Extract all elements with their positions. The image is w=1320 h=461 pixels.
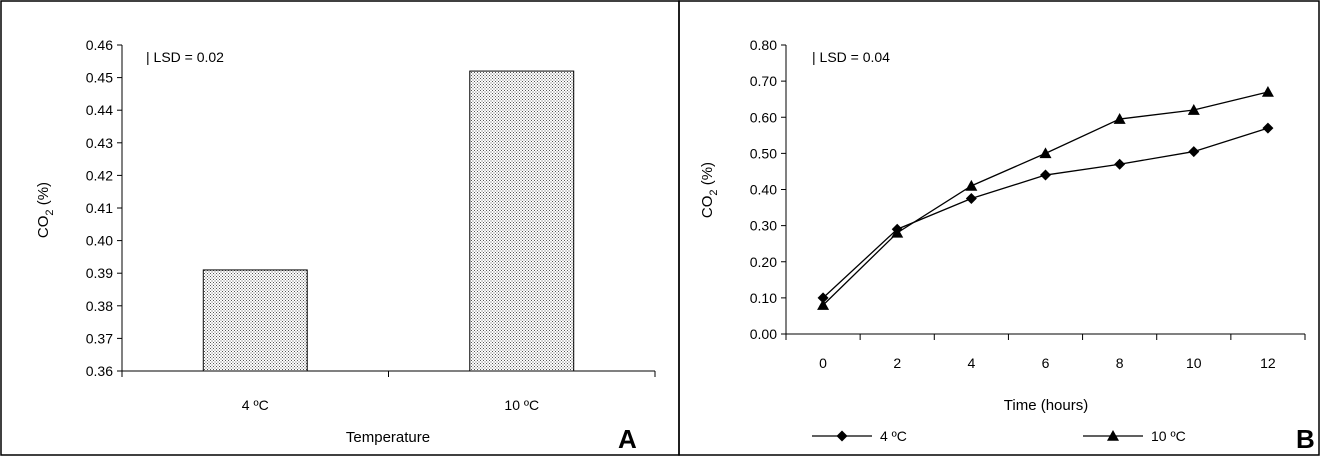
panel-b-data-point (1040, 169, 1051, 181)
panel-b-legend-item: 4 ºC (812, 428, 907, 444)
panel-b-data-point (817, 299, 830, 310)
panel-b-y-label-main: CO (699, 196, 716, 219)
panel-b-x-tick-label: 6 (1042, 355, 1050, 371)
panel-a-y-tick-label: 0.38 (86, 298, 113, 314)
panel-b-legend-label: 4 ºC (880, 428, 907, 444)
panel-a-y-label-main: CO (35, 216, 52, 239)
panel-a-x-tick-label: 10 ºC (504, 397, 539, 413)
panel-b-x-tick-label: 2 (893, 355, 901, 371)
panel-b-y-axis-title: CO2 (%) (699, 162, 720, 218)
panel-b-y-tick-label: 0.10 (750, 290, 777, 306)
panel-a-y-ticks: 0.36 0.37 0.38 0.39 0.40 0.41 0.42 0.43 0.44 0.45… (86, 37, 122, 379)
panel-b-y-tick-label: 0.80 (750, 37, 777, 53)
panel-b: 0.00 0.10 0.20 0.30 0.40 0.50 0.60 0.70 0.80 0 2 4… (699, 37, 1315, 454)
panel-a-y-tick-label: 0.44 (86, 102, 113, 118)
panel-b-data-point (1261, 85, 1274, 97)
panel-a-bar (202, 269, 308, 372)
panel-b-legend-marker (836, 430, 848, 442)
panel-a-y-tick-label: 0.39 (86, 265, 113, 281)
panel-a-x-ticks: 4 ºC 10 ºC (121, 371, 656, 413)
panel-a-bars (202, 70, 575, 372)
panel-b-y-label-sub: 2 (708, 189, 720, 195)
panel-a-bar (469, 70, 575, 372)
panel-b-x-tick-label: 8 (1116, 355, 1124, 371)
panel-a-y-tick-label: 0.45 (86, 70, 113, 86)
panel-b-x-axis-title: Time (hours) (1004, 397, 1088, 414)
panel-b-legend-item: 10 ºC (1083, 428, 1186, 444)
panel-b-data-point (965, 193, 977, 205)
panel-b-y-tick-label: 0.00 (750, 326, 777, 342)
panel-b-data-point (817, 292, 829, 304)
panel-a-y-tick-label: 0.43 (86, 135, 113, 151)
panel-a-y-tick-label: 0.41 (86, 200, 113, 216)
panel-a-x-tick-label: 4 ºC (242, 397, 269, 413)
panel-b-series (817, 85, 1274, 310)
panel-a-y-axis-title: CO2 (%) (35, 182, 56, 238)
panel-b-data-point (1262, 122, 1274, 134)
panel-a-x-axis-title: Temperature (346, 429, 430, 446)
panel-b-y-tick-label: 0.50 (750, 145, 777, 161)
panel-a: 0.36 0.37 0.38 0.39 0.40 0.41 0.42 0.43 0.44 0.45… (35, 37, 656, 454)
panel-b-lsd-annotation: | LSD = 0.04 (812, 49, 890, 65)
panel-b-x-tick-label: 0 (819, 355, 827, 371)
panel-a-y-tick-label: 0.42 (86, 167, 113, 183)
panel-b-legend-marker (1107, 430, 1119, 441)
panel-a-lsd-annotation: | LSD = 0.02 (146, 49, 224, 65)
panel-b-data-point (1188, 146, 1200, 158)
panel-b-data-point (891, 226, 904, 238)
panel-b-letter: B (1296, 424, 1315, 454)
panel-a-y-label-sub: 2 (44, 209, 56, 215)
panel-b-y-tick-label: 0.30 (750, 218, 777, 234)
panel-b-y-label-suffix: (%) (699, 162, 716, 190)
panel-b-y-tick-label: 0.70 (750, 73, 777, 89)
panel-a-y-tick-label: 0.37 (86, 330, 113, 346)
panel-b-legend-label: 10 ºC (1151, 428, 1186, 444)
panel-b-data-point (965, 179, 978, 191)
panel-b-x-ticks: 0 2 4 6 8 10 12 (785, 334, 1306, 371)
panel-b-y-tick-label: 0.20 (750, 254, 777, 270)
panel-b-y-tick-label: 0.60 (750, 109, 777, 125)
panel-a-y-label-suffix: (%) (35, 182, 52, 210)
panel-a-letter: A (618, 424, 637, 454)
panel-b-data-point (1039, 147, 1052, 159)
panel-a-y-tick-label: 0.40 (86, 233, 113, 249)
panel-a-y-tick-label: 0.46 (86, 37, 113, 53)
panel-b-x-tick-label: 4 (967, 355, 975, 371)
panel-b-series-10c (817, 85, 1274, 310)
panel-a-y-tick-label: 0.36 (86, 363, 113, 379)
panel-b-data-point (1113, 113, 1126, 124)
panel-b-y-tick-label: 0.40 (750, 182, 777, 198)
panel-b-frame (678, 0, 1320, 456)
panel-b-series-line (822, 91, 1269, 306)
panel-b-y-ticks: 0.00 0.10 0.20 0.30 0.40 0.50 0.60 0.70 0.80 (750, 37, 786, 342)
panel-b-data-point (1114, 158, 1126, 170)
panel-b-x-tick-label: 12 (1260, 355, 1276, 371)
panel-b-data-point (1187, 104, 1200, 115)
panel-b-x-tick-label: 10 (1186, 355, 1202, 371)
panel-b-legend: 4 ºC 10 ºC (812, 428, 1186, 444)
